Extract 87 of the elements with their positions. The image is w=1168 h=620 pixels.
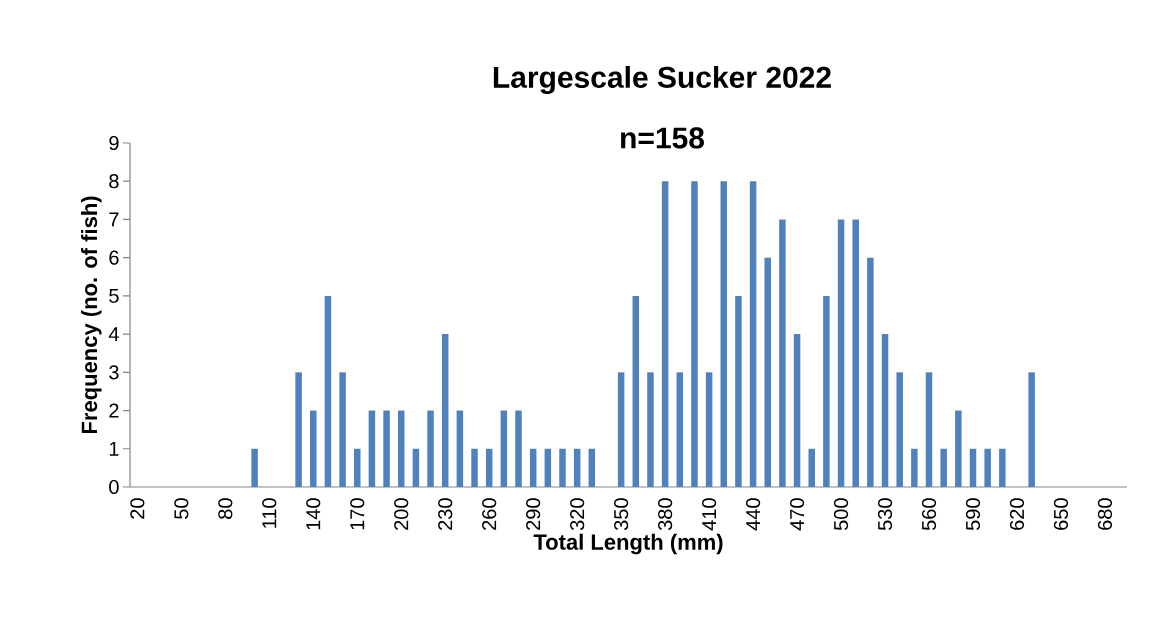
- bar: [617, 372, 625, 487]
- bar: [544, 448, 552, 487]
- bar: [339, 372, 346, 487]
- x-tick-label: 560: [921, 498, 937, 531]
- bar: [808, 448, 815, 487]
- x-tick-label: 140: [306, 498, 321, 530]
- x-tick-label: 650: [1053, 498, 1069, 530]
- bar: [427, 410, 434, 487]
- bar: [397, 410, 405, 487]
- bar: [383, 410, 390, 487]
- x-tick-label: 230: [438, 498, 453, 530]
- x-tick-label: 500: [833, 498, 849, 531]
- bar: [559, 448, 566, 487]
- x-tick-label: 290: [526, 498, 541, 530]
- bar: [911, 448, 918, 487]
- x-tick-label: 320: [570, 498, 585, 531]
- bar: [632, 295, 640, 487]
- bar: [456, 410, 464, 487]
- bar: [324, 295, 332, 487]
- bar: [573, 448, 581, 487]
- x-tick-label: 590: [965, 498, 981, 531]
- bar: [925, 372, 933, 487]
- chart-title: Largescale Sucker 2022: [493, 65, 831, 95]
- x-tick-label: 620: [1009, 498, 1025, 530]
- y-tick-label: 2: [109, 403, 119, 418]
- y-tick-label: 4: [108, 327, 119, 341]
- bar: [999, 448, 1006, 487]
- y-tick-label: 0: [109, 479, 119, 495]
- bar: [354, 448, 361, 487]
- bar: [441, 334, 449, 487]
- bar: [764, 257, 771, 487]
- bar: [852, 219, 859, 487]
- x-tick-label: 260: [482, 498, 497, 530]
- bar: [735, 295, 742, 487]
- x-tick-label: 380: [658, 498, 673, 531]
- x-tick-label: 200: [394, 498, 409, 530]
- y-tick-label: 9: [109, 135, 119, 151]
- chart-subtitle: n=158: [621, 127, 705, 149]
- bar: [881, 334, 889, 487]
- bar: [661, 181, 669, 487]
- x-axis-title: Total Length (mm): [533, 533, 723, 555]
- y-tick-label: 5: [109, 288, 119, 303]
- x-tick-label: 410: [702, 498, 717, 531]
- bar: [251, 448, 258, 487]
- bar: [500, 410, 508, 487]
- bar: [295, 372, 302, 487]
- bar: [705, 372, 713, 487]
- bar: [588, 448, 596, 487]
- bar: [720, 181, 728, 487]
- x-tick-label: 680: [1097, 498, 1113, 530]
- bar: [867, 257, 874, 487]
- y-tick-label: 7: [109, 212, 119, 227]
- x-tick-label: 170: [350, 498, 365, 530]
- bar: [749, 181, 757, 487]
- bar: [969, 448, 977, 487]
- y-axis-title: Frequency (no. of fish): [81, 196, 102, 434]
- bar: [691, 181, 698, 487]
- x-tick-label: 530: [877, 498, 893, 531]
- bar: [779, 219, 786, 487]
- bar: [529, 448, 537, 487]
- x-tick-label: 470: [789, 498, 805, 531]
- bar: [471, 448, 478, 487]
- bar: [368, 410, 376, 487]
- bar: [793, 334, 801, 487]
- bar: [984, 448, 991, 487]
- bar: [310, 410, 317, 487]
- bar: [896, 372, 903, 487]
- x-tick-label: 20: [130, 498, 145, 519]
- x-tick-label: 440: [746, 498, 761, 531]
- bar: [1028, 372, 1035, 487]
- bar: [837, 219, 845, 487]
- x-tick-label: 110: [262, 498, 277, 528]
- bar: [823, 295, 830, 487]
- y-tick-label: 1: [109, 441, 119, 456]
- bar: [676, 372, 684, 487]
- bar: [940, 448, 947, 487]
- y-tick-label: 3: [109, 365, 119, 380]
- x-tick-label: 350: [614, 498, 629, 531]
- bar: [647, 372, 654, 487]
- bar: [515, 410, 522, 487]
- y-tick-label: 6: [109, 250, 119, 265]
- bar: [412, 448, 420, 487]
- x-tick-label: 80: [218, 498, 233, 519]
- y-tick-label: 8: [109, 174, 119, 189]
- bar: [955, 410, 962, 487]
- bar: [485, 448, 493, 487]
- x-tick-label: 50: [174, 498, 189, 519]
